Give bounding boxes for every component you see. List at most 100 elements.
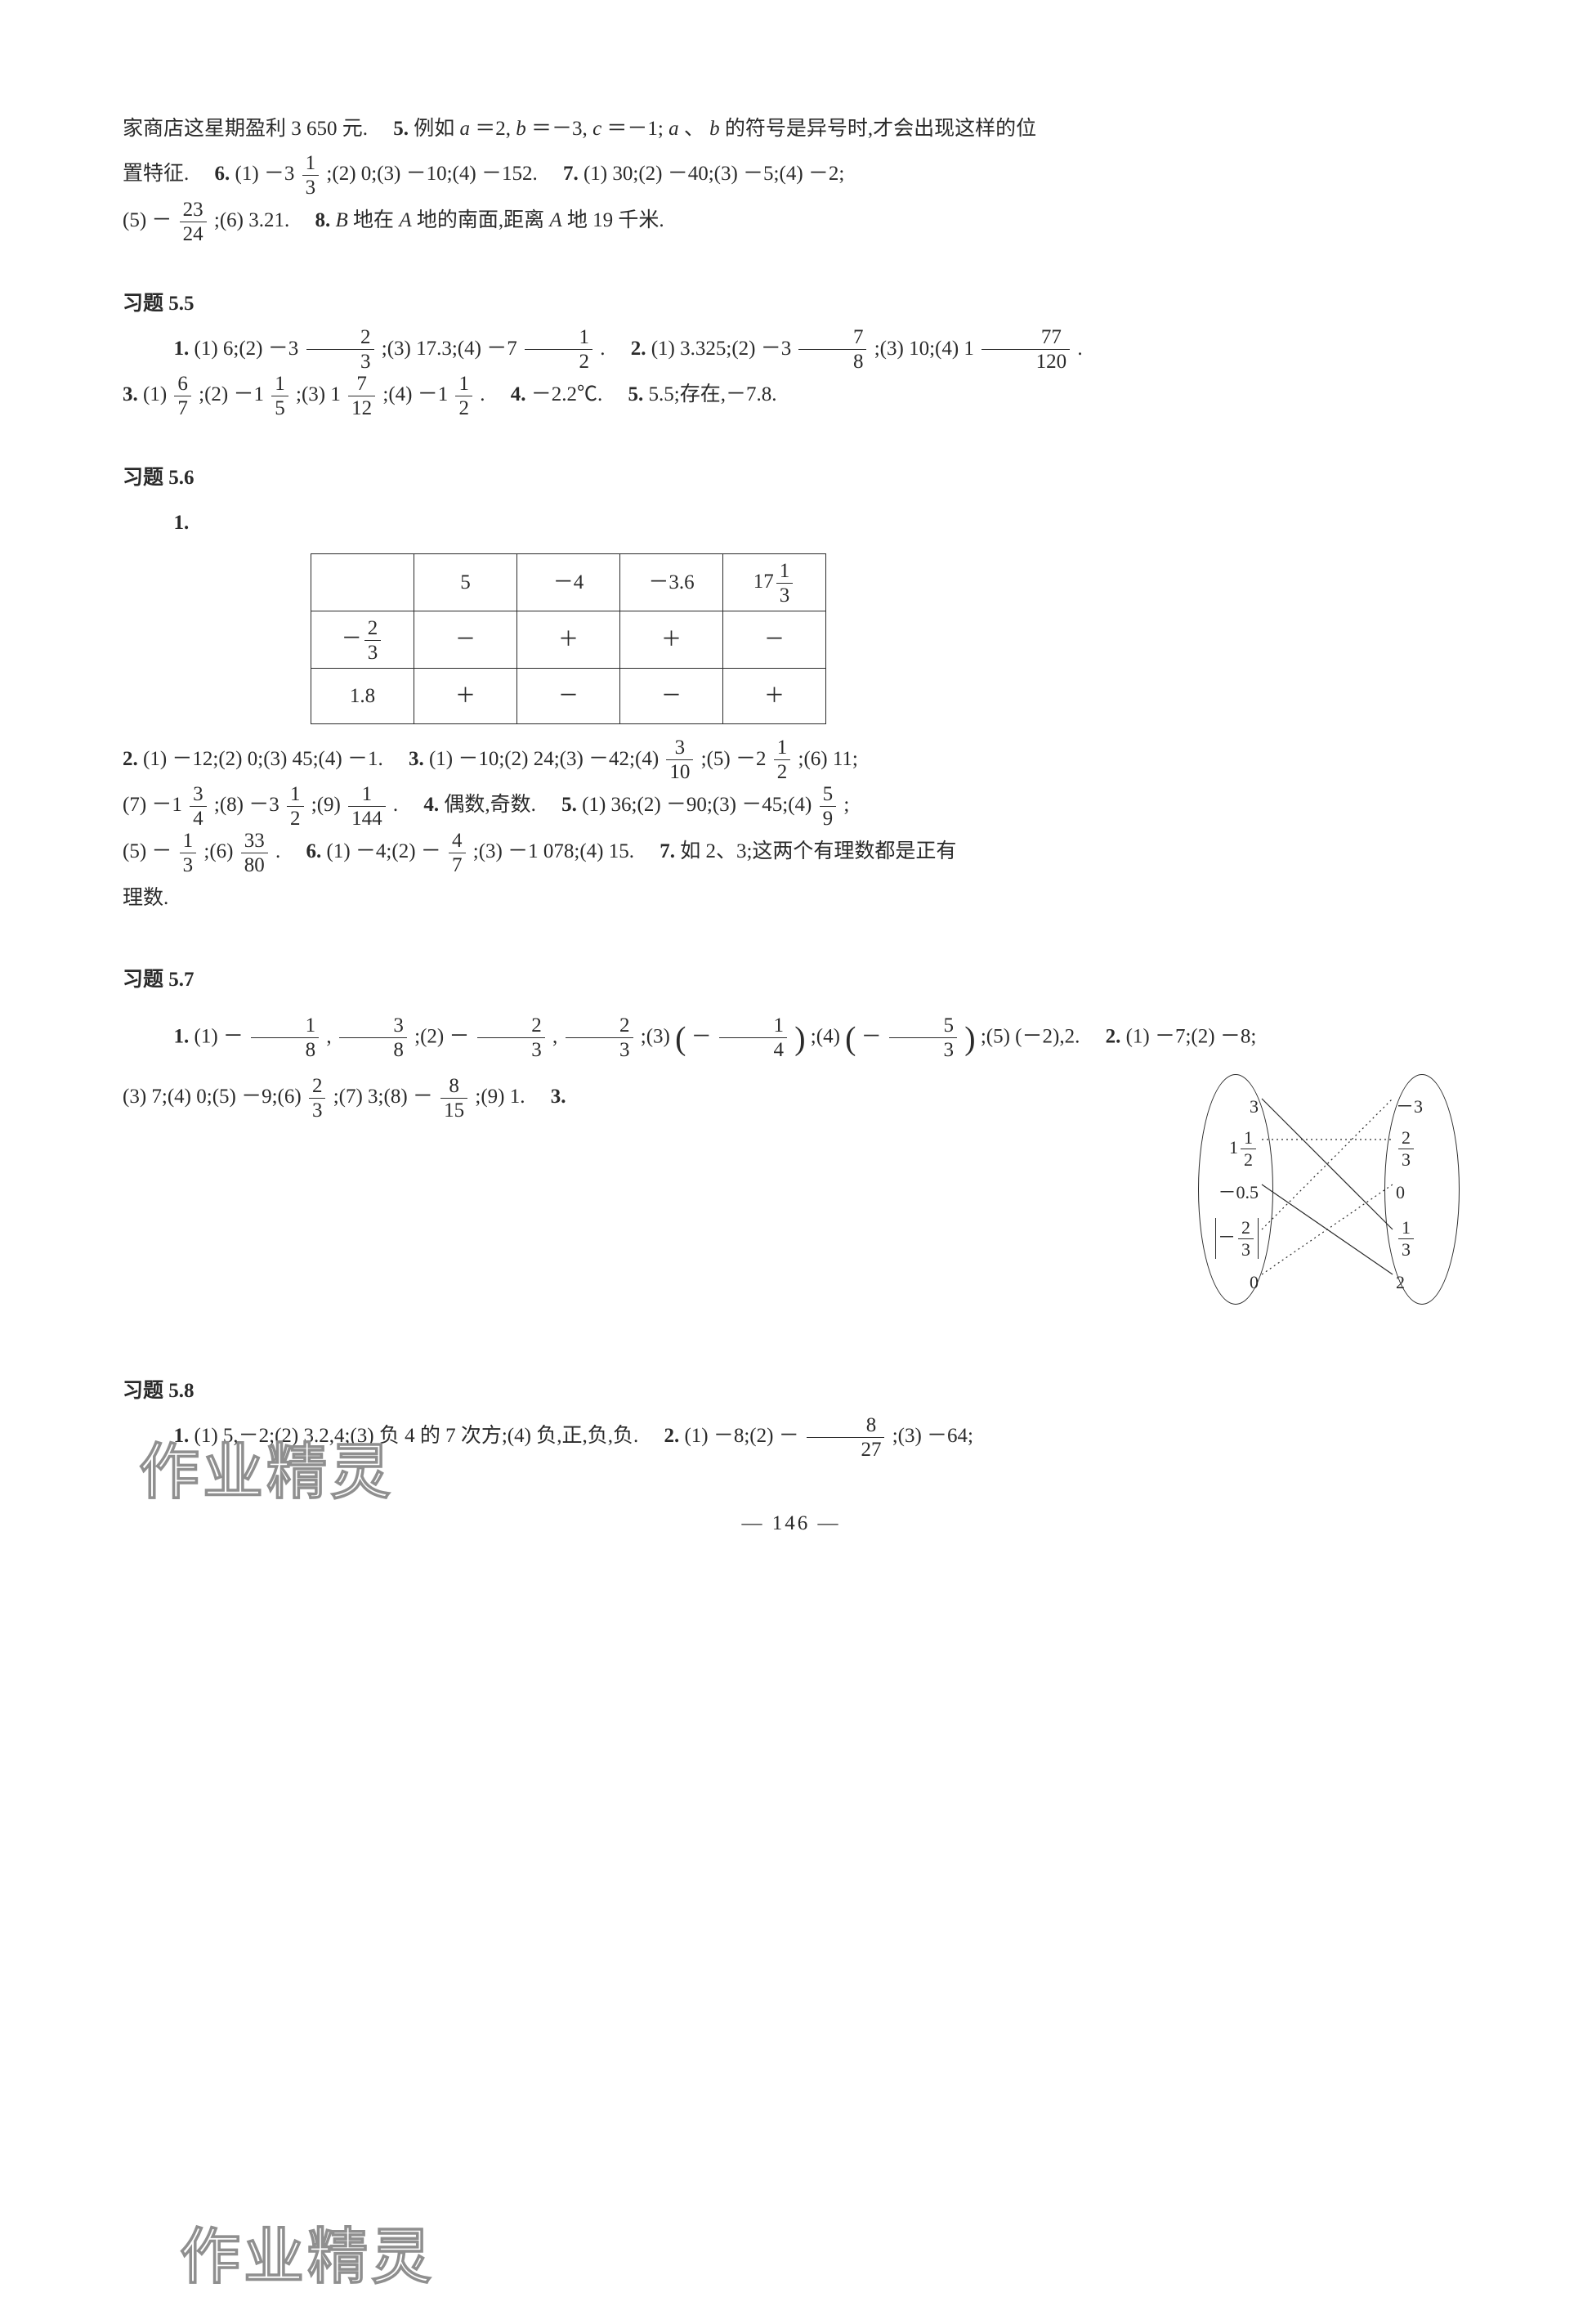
fraction: 53 <box>889 1015 957 1060</box>
q-label: 2. <box>631 338 646 360</box>
fraction: 23 <box>566 1015 633 1060</box>
text: (5) － <box>123 209 172 231</box>
text: 5.5;存在,－7.8. <box>649 383 777 405</box>
paren-close: ) <box>964 1019 975 1056</box>
s56-line4: (5) － 13 ;(6) 3380 . 6. (1) －4;(2) － 47 … <box>123 829 1460 875</box>
s58-line1: 1. (1) 5,－2;(2) 3.2,4;(3) 负 4 的 7 次方;(4)… <box>123 1413 1460 1460</box>
text: (1) 5,－2;(2) 3.2,4;(3) 负 4 的 7 次方;(4) 负,… <box>195 1425 660 1447</box>
q-label: 1. <box>174 338 190 360</box>
q-label: 7. <box>563 163 579 185</box>
fraction: 23 <box>306 327 374 372</box>
fraction: 59 <box>820 784 837 829</box>
text: (1) －7;(2) －8; <box>1126 1026 1257 1048</box>
text: . <box>393 794 418 816</box>
text: ＝2, <box>475 118 511 140</box>
fraction: 23 <box>477 1015 545 1060</box>
section-title-5-5: 习题 5.5 <box>123 281 1460 326</box>
text: ;(3) 1 <box>296 383 341 405</box>
text: (1) <box>143 383 172 405</box>
table-cell: ＋ <box>723 668 826 723</box>
text: ;(9) 1. <box>475 1086 545 1108</box>
s57-line2: (3) 7;(4) 0;(5) －9;(6) 23 ;(7) 3;(8) － 8… <box>123 1074 1460 1303</box>
text: , <box>552 1026 557 1048</box>
fraction: 14 <box>719 1015 787 1060</box>
table-cell: －3.6 <box>620 554 723 611</box>
text: ;(9) <box>311 794 346 816</box>
q-label: 7. <box>660 840 675 862</box>
text: ;(3) 10;(4) 1 <box>874 338 974 360</box>
q-label: 5. <box>393 118 409 140</box>
table-cell <box>311 554 414 611</box>
text: ; <box>843 794 849 816</box>
watermark-icon: 作业精灵 <box>180 2191 435 2324</box>
fraction: 13 <box>180 831 197 875</box>
text: (1) －3 <box>235 163 295 185</box>
var-c: c <box>592 118 601 140</box>
text: ;(2) －1 <box>199 383 264 405</box>
paren-close: ) <box>794 1019 805 1056</box>
q-label: 8. <box>315 209 331 231</box>
text: (1) － <box>195 1026 244 1048</box>
fraction: 12 <box>287 784 304 829</box>
text: 、 <box>684 118 704 140</box>
table-cell: ＋ <box>414 668 517 723</box>
q-label: 4. <box>423 794 439 816</box>
fraction: 815 <box>440 1076 467 1121</box>
text: 例如 <box>414 118 459 140</box>
fraction: 2324 <box>180 199 207 244</box>
text: ;(4) －1 <box>382 383 448 405</box>
text: . <box>600 338 625 360</box>
var-b: b <box>516 118 526 140</box>
text: ;(4) <box>811 1026 845 1048</box>
table-cell: －4 <box>517 554 620 611</box>
table-cell: 1.8 <box>311 668 414 723</box>
q-label: 6. <box>306 840 322 862</box>
text: 家商店这星期盈利 3 650 元. <box>123 118 388 140</box>
table-cell: － <box>414 611 517 668</box>
fraction: 67 <box>174 374 191 419</box>
fraction: 78 <box>798 327 866 372</box>
text: (1) 30;(2) －40;(3) －5;(4) －2; <box>584 163 844 185</box>
var-a: a <box>460 118 471 140</box>
text: (5) － <box>123 840 172 862</box>
s55-line2: 3. (1) 67 ;(2) －1 15 ;(3) 1 712 ;(4) －1 … <box>123 372 1460 419</box>
table-cell: ＋ <box>517 611 620 668</box>
q-label: 2. <box>123 748 138 770</box>
text: ;(6) <box>203 840 238 862</box>
text: (1) 6;(2) －3 <box>195 338 299 360</box>
text: ;(3) －64; <box>892 1425 973 1447</box>
text: ;(5) －2 <box>701 748 767 770</box>
table-row: －23 － ＋ ＋ － <box>311 611 826 668</box>
text: 地在 <box>353 209 399 231</box>
s56-line2: 2. (1) －12;(2) 0;(3) 45;(4) －1. 3. (1) －… <box>123 737 1460 783</box>
s56-line5: 理数. <box>123 875 1460 920</box>
text: (1) －8;(2) － <box>684 1425 798 1447</box>
fraction: 3380 <box>241 831 268 875</box>
table-cell: ＋ <box>620 611 723 668</box>
text: ＝－1; <box>606 118 663 140</box>
text: ;(3) －1 078;(4) 15. <box>473 840 655 862</box>
table-cell: －23 <box>311 611 414 668</box>
fraction: 712 <box>348 374 375 419</box>
text: 如 2、3;这两个有理数都是正有 <box>680 840 956 862</box>
text: ;(7) 3;(8) － <box>333 1086 433 1108</box>
q-label: 1. <box>174 512 190 534</box>
s56-line3: (7) －1 34 ;(8) －3 12 ;(9) 1144 . 4. 偶数,奇… <box>123 782 1460 829</box>
s57-line1: 1. (1) － 18 , 38 ;(2) － 23 , 23 ;(3) ( －… <box>123 1002 1460 1074</box>
neg: － <box>691 1026 712 1048</box>
var: A <box>399 209 411 231</box>
table-cell: － <box>723 611 826 668</box>
section-title-5-8: 习题 5.8 <box>123 1368 1460 1413</box>
text: ;(6) 3.21. <box>214 209 310 231</box>
q-label: 5. <box>628 383 644 405</box>
text: ;(3) 17.3;(4) －7 <box>382 338 517 360</box>
page-root: 家商店这星期盈利 3 650 元. 5. 例如 a ＝2, b ＝－3, c ＝… <box>0 0 1574 1595</box>
text: (7) －1 <box>123 794 182 816</box>
paren-open: ( <box>845 1019 856 1056</box>
table-cell: － <box>517 668 620 723</box>
var: B <box>336 209 348 231</box>
text: ;(2) － <box>414 1026 469 1048</box>
text: ;(6) 11; <box>798 748 858 770</box>
fraction: 15 <box>271 374 288 419</box>
fraction: 13 <box>302 153 320 198</box>
